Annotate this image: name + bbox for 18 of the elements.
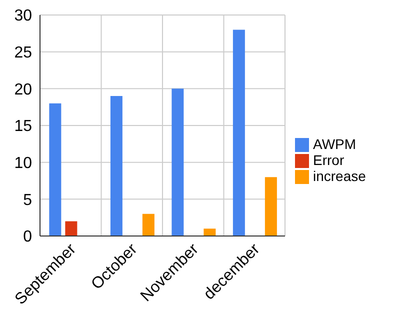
bar xyxy=(204,228,216,236)
bar xyxy=(232,30,245,236)
y-tick-label: 15 xyxy=(14,118,32,136)
y-tick-label: 10 xyxy=(14,155,32,172)
bar xyxy=(65,221,78,236)
y-tick-label: 25 xyxy=(14,44,32,62)
legend-label: AWPM xyxy=(313,136,356,152)
legend-label: Error xyxy=(313,152,344,168)
bar xyxy=(110,96,122,236)
legend-label: increase xyxy=(313,168,366,184)
y-tick-label: 5 xyxy=(23,192,32,209)
bar xyxy=(142,214,154,236)
bar xyxy=(172,88,184,236)
y-tick-label: 0 xyxy=(23,228,32,246)
y-tick-label: 20 xyxy=(14,81,32,98)
bar xyxy=(49,103,62,236)
bar xyxy=(264,177,277,236)
y-tick-label: 30 xyxy=(14,8,32,25)
